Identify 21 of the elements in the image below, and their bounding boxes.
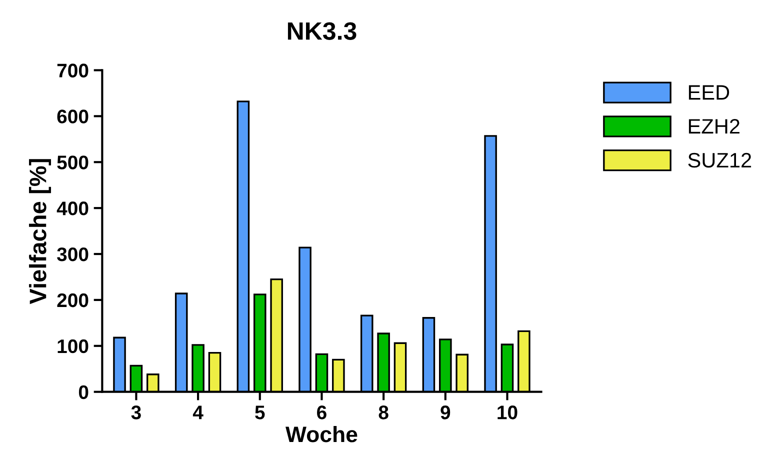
chart-title: NK3.3 [288,22,356,40]
legend-label: EZH2 [688,118,740,134]
x-tick-label: 4 [192,406,204,420]
x-axis-title: Woche [286,426,358,442]
y-tick-label: 200 [57,293,88,308]
y-tick-label: 300 [57,247,88,262]
y-tick-label: 500 [57,156,88,170]
y-tick-label: 100 [58,339,88,354]
x-tick-label: 8 [378,406,388,420]
x-tick-label: 6 [317,406,326,420]
y-tick-label: 700 [57,64,88,78]
y-tick-label: 400 [56,202,88,216]
legend-label: EED [688,85,730,100]
y-axis-title: Vielfache [%] [28,159,52,304]
x-tick-label: 10 [498,406,518,420]
x-tick-label: 3 [131,406,141,420]
x-tick-label: 9 [440,406,450,420]
x-tick-label: 5 [255,406,265,420]
y-tick-label: 0 [78,385,88,400]
y-tick-label: 600 [57,110,88,124]
legend-label: SUZ12 [688,152,752,168]
